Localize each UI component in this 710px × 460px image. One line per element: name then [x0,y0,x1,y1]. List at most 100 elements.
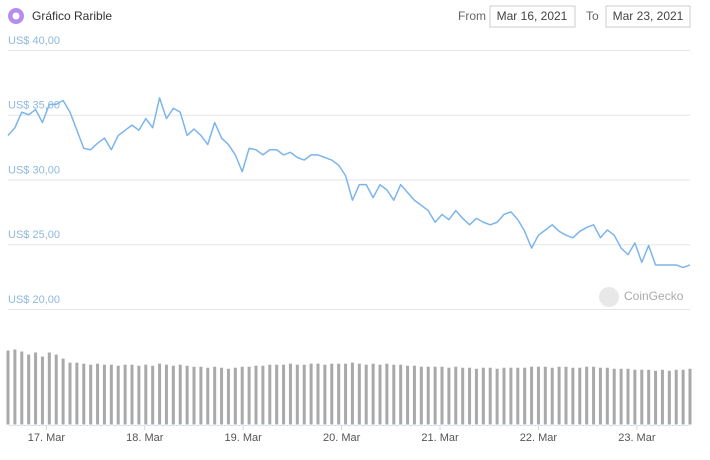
volume-bar [377,363,383,426]
volume-bar [343,362,349,426]
volume-bar [267,363,273,426]
volume-bar [680,368,686,426]
volume-bar [315,362,321,426]
volume-bar [39,355,45,426]
volume-bar [487,366,493,426]
volume-bar [611,367,617,426]
x-tick-label: 22. Mar [520,432,558,444]
volume-bar [570,366,576,426]
volume-bar [480,366,486,426]
price-line [7,97,691,269]
volume-bar [473,367,479,426]
logo-center [12,12,20,20]
volume-bar [67,361,73,426]
volume-bar [618,367,624,426]
watermark: CoinGecko [624,289,684,303]
volume-bar [122,363,128,426]
to-label: To [586,9,599,23]
volume-bar [370,362,376,426]
volume-bar [591,365,597,426]
volume-bar [467,366,473,426]
volume-bar [632,368,638,426]
volume-bar [81,362,87,426]
volume-bar [597,366,603,426]
volume-bar [418,365,424,426]
volume-bar [74,361,80,426]
volume-bar [322,363,328,426]
from-input[interactable] [489,5,576,28]
volume-bar [129,363,135,426]
volume-bar [205,366,211,426]
volume-bar [446,366,452,426]
volume-bar [184,364,190,426]
volume-bar [460,366,466,426]
y-tick-label: US$ 30,00 [8,164,60,176]
volume-bar [653,369,659,426]
volume-bar [411,364,417,426]
volume-bar [349,361,355,426]
to-date[interactable]: Mar 23, 2021 [613,9,684,23]
volume-bar [577,366,583,426]
volume-bar [212,365,218,426]
volume-bar [687,367,693,426]
volume-bar [494,367,500,426]
volume-bar [336,362,342,426]
volume-bar [542,365,548,426]
volume-bar [556,365,562,426]
volume-bar [157,362,163,426]
volume-bar [522,366,528,426]
to-input[interactable] [605,5,691,28]
watermark-logo [599,287,619,307]
volume-bar [405,364,411,426]
x-tick-label: 20. Mar [323,432,361,444]
volume-bar [308,362,314,426]
volume-bar [150,364,156,426]
volume-bar [225,367,231,426]
volume-bar [391,363,397,426]
y-tick-label: US$ 40,00 [8,35,60,47]
volume-bar [12,348,18,426]
volume-bar [666,369,672,426]
volume-bar [639,368,645,426]
x-tick-label: 21. Mar [421,432,459,444]
volume-bar [453,365,459,426]
volume-bar [529,365,535,426]
y-tick-label: US$ 20,00 [8,294,60,306]
from-label: From [458,9,486,23]
volume-bar [5,349,11,426]
volume-bar [163,363,169,426]
volume-bar [646,368,652,426]
from-date[interactable]: Mar 16, 2021 [497,9,568,23]
volume-bar [136,364,142,426]
volume-bar [501,366,507,426]
volume-bar [170,364,176,426]
volume-bar [301,363,307,426]
volume-bar [239,365,245,426]
volume-bar [101,363,107,426]
volume-bar [219,366,225,426]
volume-bar [232,366,238,426]
volume-bar [246,365,252,426]
volume-bar [274,363,280,426]
volume-bar [432,365,438,426]
x-tick-label: 19. Mar [225,432,263,444]
volume-bar [177,363,183,426]
volume-bar [19,350,25,426]
volume-bar [26,353,32,426]
chart-title: Gráfico Rarible [32,9,112,23]
volume-bar [398,363,404,426]
volume-bar [625,367,631,426]
volume-bar [198,365,204,426]
volume-bar [439,365,445,426]
volume-bar [515,366,521,426]
volume-bar [535,365,541,426]
volume-bar [508,366,514,426]
volume-bar [191,365,197,426]
volume-bar [329,362,335,426]
volume-bar [604,366,610,426]
volume-bar [60,357,66,426]
volume-bar [384,362,390,426]
volume-bar [260,364,266,426]
